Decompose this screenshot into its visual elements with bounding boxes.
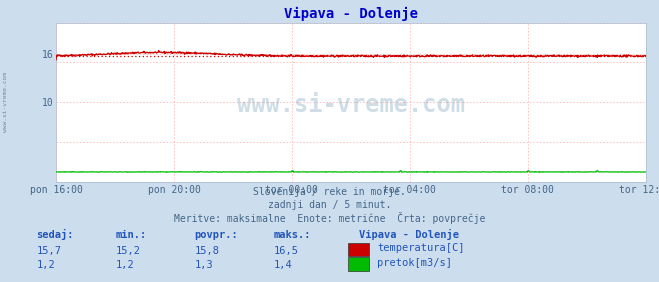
Text: min.:: min.: <box>115 230 146 240</box>
Text: povpr.:: povpr.: <box>194 230 238 240</box>
Title: Vipava - Dolenje: Vipava - Dolenje <box>284 7 418 21</box>
Text: sedaj:: sedaj: <box>36 229 74 240</box>
Text: 1,3: 1,3 <box>194 261 213 270</box>
Text: 16,5: 16,5 <box>273 246 299 256</box>
Text: Vipava - Dolenje: Vipava - Dolenje <box>359 229 459 240</box>
Text: www.si-vreme.com: www.si-vreme.com <box>237 93 465 117</box>
Text: 1,2: 1,2 <box>115 261 134 270</box>
Text: Slovenija / reke in morje.: Slovenija / reke in morje. <box>253 187 406 197</box>
Text: maks.:: maks.: <box>273 230 311 240</box>
Text: 15,8: 15,8 <box>194 246 219 256</box>
Text: 15,7: 15,7 <box>36 246 61 256</box>
Text: Meritve: maksimalne  Enote: metrične  Črta: povprečje: Meritve: maksimalne Enote: metrične Črta… <box>174 212 485 224</box>
Text: 15,2: 15,2 <box>115 246 140 256</box>
Text: 1,2: 1,2 <box>36 261 55 270</box>
Text: temperatura[C]: temperatura[C] <box>377 243 465 253</box>
Text: 1,4: 1,4 <box>273 261 292 270</box>
Text: zadnji dan / 5 minut.: zadnji dan / 5 minut. <box>268 200 391 210</box>
Text: pretok[m3/s]: pretok[m3/s] <box>377 258 452 268</box>
Text: www.si-vreme.com: www.si-vreme.com <box>3 72 8 131</box>
